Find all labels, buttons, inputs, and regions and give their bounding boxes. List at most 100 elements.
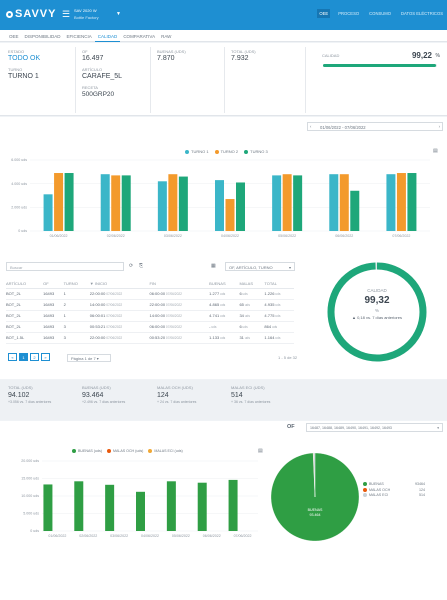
- page-1-button[interactable]: 1: [19, 353, 28, 361]
- logo-icon: [6, 11, 13, 18]
- pie-legend-item[interactable]: BUENAS 93464: [363, 482, 425, 488]
- of-value: 16.497: [82, 55, 104, 62]
- top-nav: OEE PROCESO CONSUMO DATOS ELÉCTRICOS: [317, 9, 447, 18]
- x-tick-label: 01/06/2022: [50, 234, 68, 238]
- last-page-button[interactable]: »: [41, 353, 50, 361]
- refresh-icon[interactable]: ⟳: [129, 263, 134, 269]
- hamburger-icon[interactable]: ☰: [62, 9, 71, 19]
- bar: [197, 482, 207, 531]
- bar: [64, 173, 74, 231]
- tab-raw[interactable]: RAW: [161, 34, 172, 39]
- table-cell-sub: uds: [271, 325, 278, 329]
- y-tick-label: 20.000 uds: [21, 459, 39, 463]
- legend-item[interactable]: TURNO 2: [214, 149, 238, 154]
- legend-dot: [244, 150, 249, 154]
- col-of[interactable]: OF: [43, 279, 64, 289]
- bar: [105, 484, 115, 531]
- estado-label: ESTADO: [8, 49, 25, 54]
- table-cell: 3: [63, 321, 90, 333]
- total-card: MALAS ECI (UDS) 514 + 36 vs. 7 días ante…: [231, 385, 270, 404]
- legend-item[interactable]: TURNO 1: [185, 149, 209, 154]
- kpi-buenas-col: BUENAS (UDS) 7.870: [157, 49, 186, 67]
- quality-donut: [327, 262, 427, 362]
- machine-selector[interactable]: SAV 2020 W Bottle Factory: [74, 7, 99, 21]
- chevron-right-icon[interactable]: ›: [438, 124, 440, 129]
- total-value: 7.932: [231, 55, 249, 62]
- table-cell-sub: uds: [241, 292, 248, 296]
- table-cell: 4.935 uds: [264, 299, 294, 311]
- legend-dot: [214, 150, 219, 154]
- date-range-picker[interactable]: ‹ 01/06/2022 - 07/06/2022 ›: [307, 122, 443, 131]
- menu-icon[interactable]: ▤: [433, 148, 438, 154]
- app-logo[interactable]: SAVVY: [6, 8, 56, 20]
- group-select[interactable]: OF, ARTÍCULO, TURNO ▾: [225, 262, 295, 271]
- table-cell: 864 uds: [264, 321, 294, 333]
- legend-item[interactable]: TURNO 3: [244, 149, 268, 154]
- chevron-left-icon[interactable]: ‹: [310, 124, 312, 129]
- x-tick-label: 06/06/2022: [335, 234, 353, 238]
- nav-proceso[interactable]: PROCESO: [338, 11, 360, 16]
- pie-legend-item[interactable]: MALAS OCH 124: [363, 487, 425, 494]
- bar: [329, 174, 339, 231]
- table-row[interactable]: BOT_2L 16493 3 00:53:21 07/06/2022 06:00:00 …: [6, 321, 294, 333]
- of-filter-select[interactable]: 16487, 16488, 16489, 16490, 16491, 16492…: [306, 423, 443, 432]
- chevron-down-icon[interactable]: ▼: [116, 11, 121, 17]
- table-row[interactable]: BOT_1.5L 16493 3 22:00:00 07/06/2022 00:53:2…: [6, 332, 294, 344]
- tab-calidad[interactable]: CALIDAD: [94, 30, 121, 42]
- bar: [43, 194, 53, 231]
- col-buenas[interactable]: BUENAS: [209, 279, 240, 289]
- nav-oee[interactable]: OEE: [317, 9, 331, 18]
- legend-label: MALAS OCH (uds): [112, 449, 144, 453]
- receta-label: RECETA: [82, 85, 98, 90]
- legend-item[interactable]: BUENAS (uds): [72, 449, 102, 453]
- bar: [54, 173, 64, 231]
- y-tick-label: 6.000 uds: [11, 158, 27, 162]
- total-card-value: 514: [231, 392, 243, 399]
- col-total[interactable]: TOTAL: [264, 279, 294, 289]
- table-cell-sub: 07/06/2022: [165, 292, 182, 296]
- page-2-button[interactable]: 2: [30, 353, 39, 361]
- col-malas[interactable]: MALAS: [239, 279, 265, 289]
- bar: [178, 176, 188, 231]
- legend-item[interactable]: MALAS OCH (uds): [106, 449, 144, 453]
- table-cell-sub: uds: [274, 303, 281, 307]
- pie-legend-item[interactable]: MALAS ECI 514: [363, 493, 425, 499]
- tab-comparativa[interactable]: COMPARATIVA: [123, 34, 156, 39]
- table-row[interactable]: BOT_2L 16493 1 06:00:01 07/06/2022 14:00:00 …: [6, 310, 294, 322]
- logo-text: SAVVY: [15, 8, 57, 20]
- divider: [75, 47, 76, 113]
- col-fin[interactable]: FIN: [149, 279, 210, 289]
- tab-disponibilidad[interactable]: DISPONIBILIDAD: [24, 34, 61, 39]
- legend-item[interactable]: MALAS ECI (uds): [148, 449, 183, 453]
- table-row[interactable]: BOT_2L 16493 1 22:00:00 07/06/2022 06:00:00 …: [6, 288, 294, 300]
- y-tick-label: 5.000 uds: [23, 512, 39, 516]
- nav-datos-electricos[interactable]: DATOS ELÉCTRICOS: [401, 11, 443, 16]
- legend-dot: [72, 449, 76, 453]
- nav-consumo[interactable]: CONSUMO: [369, 11, 392, 16]
- chart2-legend: BUENAS (uds) MALAS OCH (uds) MALAS ECI (…: [72, 449, 183, 453]
- tab-oee[interactable]: OEE: [9, 34, 19, 39]
- turno-label: TURNO: [8, 67, 23, 72]
- estado-value: TODO OK: [8, 55, 41, 62]
- menu-icon[interactable]: ▤: [258, 448, 263, 454]
- tab-eficiencia[interactable]: EFICIENCIA: [66, 34, 92, 39]
- y-tick-label: 0 uds: [18, 229, 27, 233]
- quality-progress-fill: [323, 64, 437, 67]
- col-turno[interactable]: TURNO: [63, 279, 90, 289]
- buenas-value: 7.870: [157, 55, 175, 62]
- machine-name: SAV 2020 W: [74, 8, 97, 13]
- first-page-button[interactable]: «: [8, 353, 17, 361]
- legend-dot: [363, 487, 367, 492]
- search-input[interactable]: Buscar: [6, 262, 124, 271]
- export-icon[interactable]: ⎘: [139, 263, 144, 269]
- x-tick-label: 05/06/2022: [172, 534, 190, 538]
- grid-icon[interactable]: ▦: [211, 263, 216, 269]
- page-select[interactable]: Página 1 de 7 ▾: [67, 354, 111, 362]
- table-cell-sub: 07/06/2022: [105, 292, 123, 296]
- col-inicio[interactable]: ▼ INICIO: [89, 279, 150, 289]
- table-row[interactable]: BOT_2L 16493 2 14:00:00 07/06/2022 22:00:00 …: [6, 299, 294, 311]
- col-articulo[interactable]: ARTÍCULO: [6, 279, 44, 289]
- table-cell: 65 uds: [239, 299, 265, 311]
- bar: [407, 173, 417, 231]
